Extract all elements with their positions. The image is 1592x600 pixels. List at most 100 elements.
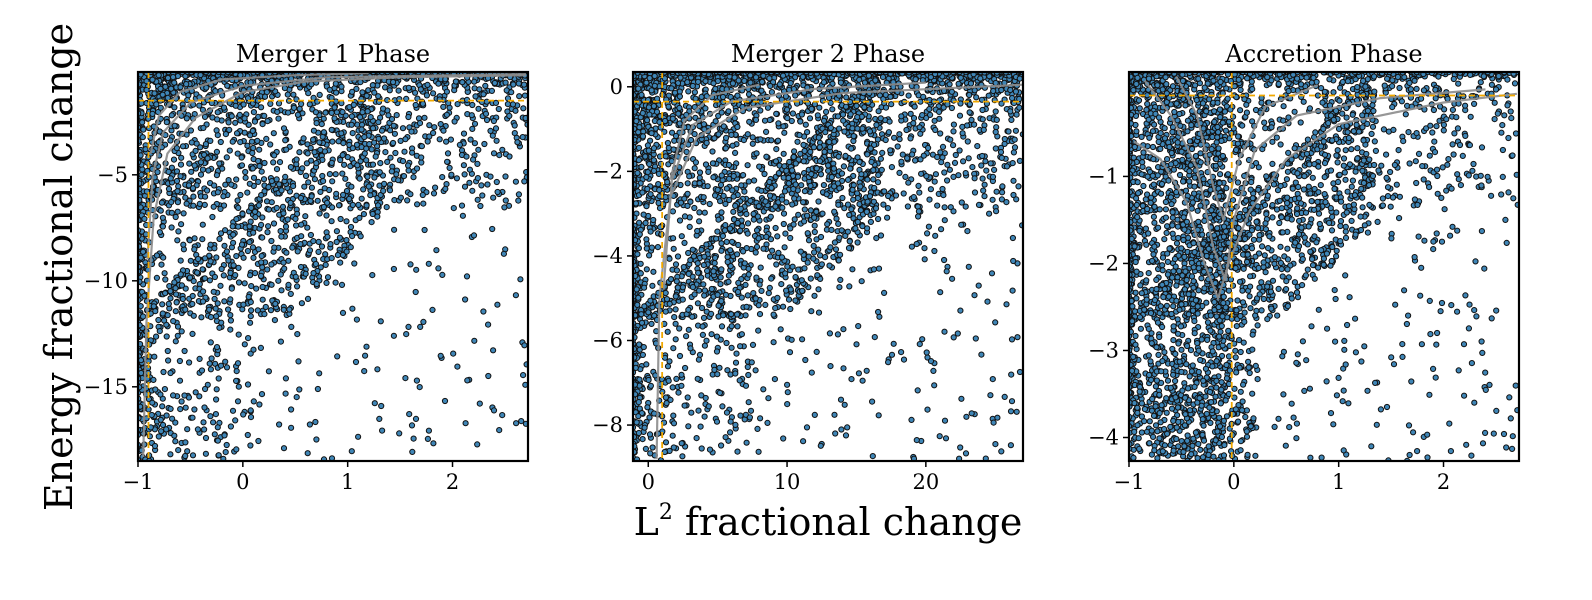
scatter-point bbox=[246, 180, 253, 187]
scatter-point bbox=[515, 80, 522, 87]
scatter-point bbox=[251, 118, 258, 125]
scatter-point bbox=[328, 255, 335, 262]
scatter-point bbox=[413, 266, 420, 273]
scatter-point bbox=[273, 176, 280, 183]
scatter-point bbox=[249, 149, 256, 157]
scatter-point bbox=[149, 399, 156, 406]
scatter-point bbox=[841, 128, 848, 135]
scatter-point bbox=[896, 136, 903, 143]
scatter-point bbox=[233, 216, 240, 223]
scatter-point bbox=[669, 384, 676, 391]
scatter-point bbox=[191, 246, 198, 253]
scatter-point bbox=[222, 358, 229, 365]
scatter-point bbox=[218, 265, 225, 273]
scatter-point bbox=[650, 157, 658, 164]
scatter-point bbox=[426, 122, 433, 129]
scatter-point bbox=[277, 228, 284, 235]
scatter-point bbox=[517, 276, 524, 283]
scatter-point bbox=[755, 302, 762, 309]
scatter-point bbox=[678, 233, 685, 240]
scatter-point bbox=[160, 368, 167, 376]
scatter-point bbox=[304, 224, 311, 231]
scatter-point bbox=[406, 411, 413, 418]
scatter-point bbox=[252, 270, 259, 277]
scatter-point bbox=[335, 202, 343, 209]
scatter-point bbox=[519, 134, 526, 141]
scatter-point bbox=[1003, 163, 1011, 170]
scatter-point bbox=[388, 116, 396, 123]
scatter-point bbox=[331, 115, 338, 122]
scatter-point bbox=[412, 101, 419, 109]
scatter-point bbox=[708, 310, 715, 317]
scatter-point bbox=[390, 332, 397, 339]
scatter-point bbox=[643, 245, 650, 252]
scatter-point bbox=[189, 300, 196, 308]
scatter-point bbox=[153, 274, 160, 281]
scatter-point bbox=[195, 255, 202, 263]
scatter-point bbox=[962, 203, 969, 210]
scatter-point bbox=[424, 138, 431, 145]
scatter-point bbox=[454, 101, 461, 108]
scatter-point bbox=[509, 101, 517, 108]
scatter-point bbox=[288, 323, 295, 330]
scatter-point bbox=[210, 288, 217, 295]
scatter-point bbox=[281, 265, 288, 272]
scatter-point bbox=[220, 455, 227, 461]
scatter-point bbox=[359, 109, 366, 116]
scatter-point bbox=[158, 428, 165, 435]
scatter-point bbox=[310, 270, 317, 277]
scatter-point bbox=[208, 355, 215, 362]
scatter-point bbox=[964, 122, 971, 129]
scatter-point bbox=[425, 427, 432, 434]
scatter-point bbox=[267, 307, 275, 314]
scatter-point bbox=[308, 193, 315, 200]
scatter-point bbox=[375, 119, 382, 126]
scatter-point bbox=[817, 252, 824, 259]
scatter-point bbox=[705, 168, 712, 175]
scatter-point bbox=[268, 261, 275, 268]
scatter-point bbox=[265, 368, 272, 375]
scatter-point bbox=[979, 152, 986, 160]
scatter-point bbox=[332, 80, 339, 87]
scatter-point bbox=[349, 88, 356, 95]
scatter-point bbox=[698, 246, 705, 253]
scatter-point bbox=[338, 281, 346, 288]
scatter-point bbox=[242, 174, 249, 181]
scatter-point bbox=[772, 224, 779, 232]
scatter-point bbox=[248, 138, 255, 145]
scatter-point bbox=[206, 277, 213, 284]
scatter-point bbox=[374, 202, 382, 209]
scatter-point bbox=[681, 239, 688, 246]
scatter-point bbox=[267, 141, 274, 148]
scatter-point bbox=[213, 344, 221, 351]
scatter-point bbox=[712, 85, 719, 93]
scatter-point bbox=[259, 214, 266, 221]
scatter-point bbox=[725, 272, 733, 279]
scatter-point bbox=[169, 415, 176, 422]
scatter-point bbox=[255, 202, 262, 209]
scatter-point bbox=[499, 146, 506, 153]
scatter-point bbox=[348, 121, 355, 128]
scatter-point bbox=[323, 212, 330, 219]
scatter-point bbox=[698, 445, 705, 452]
scatter-point bbox=[328, 109, 335, 117]
scatter-point bbox=[268, 199, 275, 206]
scatter-point bbox=[368, 146, 375, 153]
scatter-point bbox=[308, 184, 315, 191]
scatter-point bbox=[685, 423, 692, 430]
scatter-point bbox=[698, 304, 706, 312]
scatter-point bbox=[168, 224, 175, 231]
scatter-point bbox=[295, 358, 302, 365]
scatter-point bbox=[163, 426, 170, 433]
scatter-point bbox=[723, 134, 730, 141]
scatter-point bbox=[170, 392, 177, 399]
scatter-point bbox=[233, 130, 241, 137]
scatter-point bbox=[217, 282, 224, 289]
scatter-point bbox=[664, 328, 671, 335]
scatter-point bbox=[157, 391, 164, 398]
scatter-point bbox=[248, 204, 255, 211]
scatter-point bbox=[695, 269, 702, 276]
scatter-point bbox=[522, 115, 528, 122]
scatter-point bbox=[190, 202, 197, 209]
scatter-point bbox=[712, 118, 719, 125]
